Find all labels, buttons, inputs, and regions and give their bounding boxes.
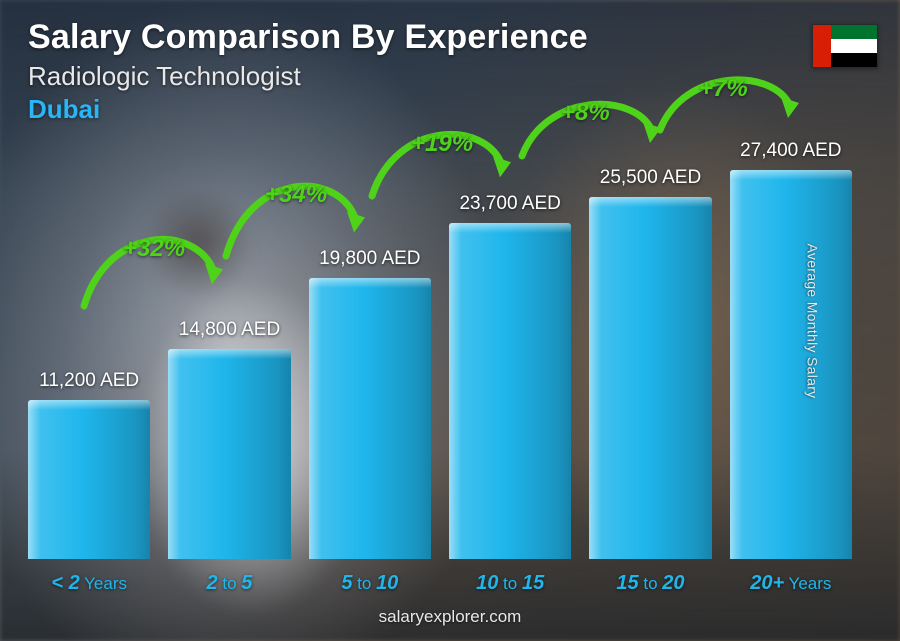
bar-column: 11,200 AED: [28, 370, 150, 559]
bar-chart: 11,200 AED 14,800 AED 19,800 AED 23,700 AED…: [28, 140, 852, 559]
bar: [309, 278, 431, 559]
category-label: 10 to 15: [449, 572, 571, 595]
bar: [449, 223, 571, 559]
bar-value-label: 25,500 AED: [600, 167, 701, 189]
category-label: < 2 Years: [28, 572, 150, 595]
flag-stripe-black: [831, 53, 877, 67]
category-axis: < 2 Years 2 to 5 5 to 10 10 to 15 15 to 20 20…: [28, 572, 852, 595]
category-label: 15 to 20: [589, 572, 711, 595]
bar-value-label: 14,800 AED: [179, 319, 280, 341]
bar-value-label: 23,700 AED: [459, 193, 560, 215]
bar-value-label: 27,400 AED: [740, 140, 841, 162]
footer-attribution: salaryexplorer.com: [0, 607, 900, 627]
bar-column: 14,800 AED: [168, 319, 290, 559]
y-axis-label: Average Monthly Salary: [805, 243, 821, 398]
category-label: 5 to 10: [309, 572, 431, 595]
bar: [730, 170, 852, 559]
category-label: 2 to 5: [168, 572, 290, 595]
chart-subtitle: Radiologic Technologist: [28, 61, 780, 92]
header: Salary Comparison By Experience Radiolog…: [28, 18, 780, 125]
bar: [168, 349, 290, 559]
bar-column: 19,800 AED: [309, 248, 431, 559]
bar-column: 25,500 AED: [589, 167, 711, 559]
chart-location: Dubai: [28, 94, 780, 125]
flag-stripe-green: [831, 25, 877, 39]
category-label: 20+ Years: [730, 572, 852, 595]
bar-column: 23,700 AED: [449, 193, 571, 559]
bar: [28, 400, 150, 559]
bar-column: 27,400 AED: [730, 140, 852, 559]
bar: [589, 197, 711, 559]
country-flag-uae: [812, 24, 878, 68]
bar-value-label: 19,800 AED: [319, 248, 420, 270]
chart-title: Salary Comparison By Experience: [28, 18, 780, 57]
bar-value-label: 11,200 AED: [39, 370, 139, 392]
infographic-container: Salary Comparison By Experience Radiolog…: [0, 0, 900, 641]
flag-stripe-white: [831, 39, 877, 53]
